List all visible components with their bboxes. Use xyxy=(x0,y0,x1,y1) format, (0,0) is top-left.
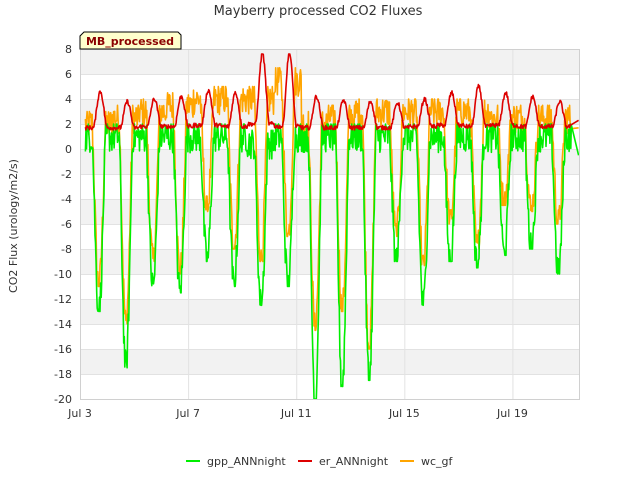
legend-label: gpp_ANNnight xyxy=(207,455,286,468)
y-tick-label: 4 xyxy=(65,93,72,106)
legend-label: wc_gf xyxy=(421,455,454,468)
x-axis-ticks: Jul 3 Jul 7 Jul 11 Jul 15 Jul 19 xyxy=(67,407,528,420)
legend-item-er_ANNnight: er_ANNnight xyxy=(298,455,389,468)
dataset-badge: MB_processed xyxy=(79,31,182,50)
plot-band xyxy=(80,274,580,299)
plot-band xyxy=(80,199,580,224)
series-layer xyxy=(84,53,580,400)
y-tick-label: 8 xyxy=(65,43,72,56)
x-tick-label: Jul 11 xyxy=(280,407,312,420)
y-tick-label: -4 xyxy=(61,193,72,206)
series-line-wc_gf xyxy=(84,67,579,350)
plot-band xyxy=(80,149,580,174)
y-tick-label: -14 xyxy=(54,318,72,331)
plot-band xyxy=(80,224,580,249)
y-tick-label: -12 xyxy=(54,293,72,306)
y-tick-label: -10 xyxy=(54,268,72,281)
plot-background xyxy=(80,49,580,399)
legend: gpp_ANNnight er_ANNnight wc_gf xyxy=(186,455,454,468)
legend-item-wc_gf: wc_gf xyxy=(400,455,454,468)
plot-band xyxy=(80,249,580,274)
badge-label: MB_processed xyxy=(86,35,174,48)
plot-band xyxy=(80,324,580,349)
y-axis-ticks: 8 6 4 2 0 -2 -4 -6 -8 -10 -12 -14 -16 -18 -20 xyxy=(54,43,72,406)
legend-item-gpp_ANNnight: gpp_ANNnight xyxy=(186,455,286,468)
y-tick-label: -2 xyxy=(61,168,72,181)
x-tick-label: Jul 19 xyxy=(496,407,528,420)
chart-title: Mayberry processed CO2 Fluxes xyxy=(214,4,423,19)
plot-band xyxy=(80,49,580,74)
y-tick-label: 6 xyxy=(65,68,72,81)
y-tick-label: -8 xyxy=(61,243,72,256)
y-tick-label: -18 xyxy=(54,368,72,381)
legend-label: er_ANNnight xyxy=(319,455,389,468)
x-tick-label: Jul 15 xyxy=(388,407,420,420)
plot-band xyxy=(80,174,580,199)
y-tick-label: -16 xyxy=(54,343,72,356)
y-axis-label: CO2 Flux (urology/m2/s) xyxy=(7,159,20,293)
series-line-er_ANNnight xyxy=(84,53,580,131)
y-tick-label: 0 xyxy=(65,143,72,156)
plot-frame xyxy=(80,49,580,400)
plot-band xyxy=(80,374,580,399)
plot-band xyxy=(80,349,580,374)
plot-band xyxy=(80,299,580,324)
y-tick-label: -6 xyxy=(61,218,72,231)
x-tick-label: Jul 7 xyxy=(175,407,200,420)
y-tick-label: -20 xyxy=(54,393,72,406)
x-tick-label: Jul 3 xyxy=(67,407,92,420)
y-tick-label: 2 xyxy=(65,118,72,131)
plot-band xyxy=(80,74,580,99)
